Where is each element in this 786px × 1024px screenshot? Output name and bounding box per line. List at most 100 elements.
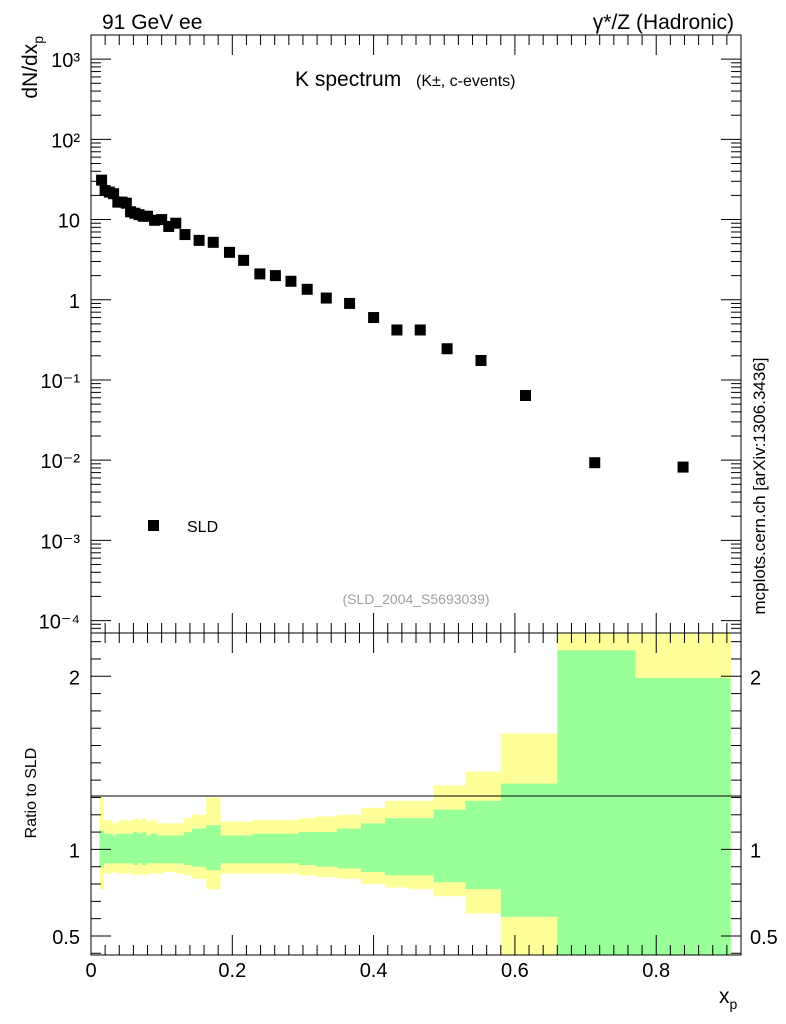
x-tick-label: 0.8	[642, 960, 670, 982]
data-point	[163, 220, 175, 232]
ratio-tick-label-left: 2	[69, 667, 80, 689]
y-tick-label: 10	[58, 211, 80, 233]
data-point	[589, 457, 601, 469]
ratio-bands	[99, 633, 731, 955]
inner-band-bin	[384, 818, 410, 876]
inner-band-bin	[133, 832, 139, 865]
ratio-y-axis-label: Ratio to SLD	[23, 748, 40, 839]
data-point	[269, 270, 281, 282]
data-point	[108, 188, 120, 200]
inner-band-bin	[103, 833, 109, 864]
y-tick-label: 10⁻³	[41, 531, 81, 553]
inner-band-bin	[635, 678, 731, 955]
ratio-tick-labels: 0.5 0.5 1 1 2 2	[52, 667, 778, 949]
data-point	[254, 268, 266, 280]
y-tick-label: 10⁻⁴	[39, 612, 80, 634]
main-x-ticks	[90, 35, 728, 633]
y-tick-label: 10⁻²	[41, 451, 81, 473]
ratio-ticks	[90, 633, 741, 955]
y-tick-label: 10³	[51, 50, 80, 72]
data-point	[120, 197, 132, 209]
inner-band-bin	[283, 833, 300, 864]
inner-band-bin	[408, 818, 435, 876]
x-tick-labels: 0 0.2 0.4 0.6 0.8	[85, 960, 670, 982]
inner-band-bin	[99, 830, 105, 867]
data-markers	[96, 174, 689, 473]
inner-band-bin	[465, 800, 502, 890]
inner-band-bin	[120, 833, 126, 864]
inner-band-bin	[163, 835, 170, 864]
ratio-tick-label-right: 1	[750, 840, 761, 862]
inner-band-bin	[192, 828, 207, 867]
inner-band-bin	[557, 650, 636, 955]
inner-band-bin	[267, 833, 284, 864]
y-tick-label: 10⁻¹	[41, 371, 81, 393]
data-point	[677, 461, 689, 473]
data-point	[149, 214, 161, 226]
data-point	[156, 214, 168, 226]
inner-band-bin	[184, 832, 193, 865]
inner-band-bin	[252, 833, 269, 864]
data-point	[207, 236, 219, 248]
process-label: γ*/Z (Hadronic)	[593, 11, 734, 34]
inner-band-bin	[129, 833, 134, 864]
x-tick-label: 0.6	[501, 960, 529, 982]
inner-band-bin	[298, 832, 317, 865]
inner-band-bin	[360, 823, 386, 872]
ratio-tick-label-left: 1	[69, 840, 80, 862]
x-tick-label: 0	[85, 960, 96, 982]
ratio-tick-label-left: 0.5	[52, 927, 80, 949]
inner-band-bin	[433, 809, 466, 883]
inner-band-bin	[107, 833, 113, 864]
data-point	[142, 210, 154, 222]
inner-band-bin	[206, 825, 221, 871]
main-y-axis-label: dN/dxp	[19, 36, 46, 99]
inner-band-bin	[169, 835, 177, 864]
ratio-tick-label-right: 2	[750, 667, 761, 689]
data-point	[391, 324, 403, 336]
y-tick-label: 1	[69, 291, 80, 313]
data-point	[238, 254, 250, 266]
chart-title: K spectrum	[295, 68, 401, 91]
data-point	[344, 297, 356, 309]
inner-band-bin	[220, 835, 239, 864]
inner-band-bin	[237, 835, 253, 864]
data-point	[301, 283, 313, 295]
source-credit: mcplots.cern.ch [arXiv:1306.3436]	[750, 357, 769, 614]
inner-band-bin	[150, 833, 158, 864]
data-point	[96, 174, 108, 186]
chart-subtitle: (K±, c-events)	[416, 73, 515, 90]
y-tick-label: 10²	[51, 130, 80, 152]
ratio-tick-label-right: 0.5	[750, 927, 778, 949]
inner-band-bin	[112, 835, 117, 864]
inner-band-bin	[137, 833, 143, 864]
inner-band-bin	[500, 783, 558, 917]
data-point	[368, 312, 380, 324]
inner-band-bin	[141, 832, 147, 865]
reference-label: (SLD_2004_S5693039)	[342, 591, 489, 607]
data-point	[223, 246, 235, 258]
x-tick-label: 0.4	[360, 960, 388, 982]
data-point	[285, 275, 297, 287]
data-point	[320, 292, 332, 304]
legend-label: SLD	[187, 519, 218, 536]
data-point	[520, 390, 532, 402]
x-tick-label: 0.2	[218, 960, 246, 982]
inner-band-bin	[146, 835, 151, 864]
main-y-tick-labels: 10⁻⁴ 10⁻³ 10⁻² 10⁻¹ 1 10 10² 10³	[39, 50, 81, 633]
inner-band-bin	[315, 832, 338, 867]
data-point	[441, 343, 453, 355]
data-point	[179, 229, 191, 241]
legend-marker	[148, 520, 159, 531]
main-y-ticks	[91, 34, 741, 634]
inner-band-bin	[336, 828, 362, 869]
data-point	[193, 234, 205, 246]
inner-band-bin	[124, 833, 130, 864]
data-point	[475, 354, 487, 366]
energy-label: 91 GeV ee	[102, 11, 202, 34]
data-point	[414, 324, 426, 336]
inner-band-bin	[175, 835, 185, 864]
inner-band-bin	[156, 835, 164, 864]
x-axis-label: xp	[719, 985, 738, 1012]
